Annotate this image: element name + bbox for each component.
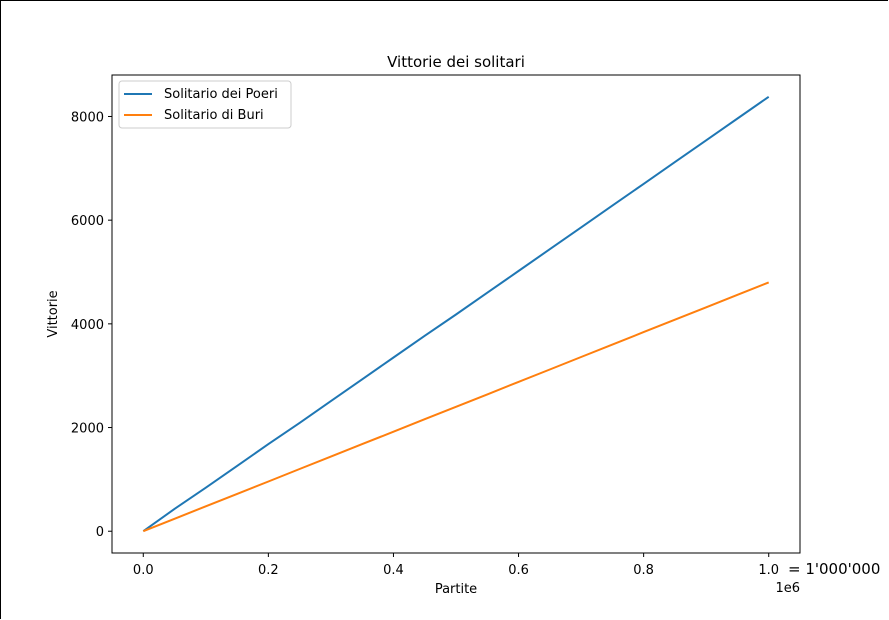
x-tick-label: 0.6 — [508, 563, 529, 578]
legend-label-poeri: Solitario dei Poeri — [164, 87, 278, 102]
y-tick-label: 4000 — [71, 318, 104, 333]
legend-box — [118, 80, 292, 129]
x-tick-label: 1.0 — [758, 563, 779, 578]
y-tick-label: 6000 — [71, 214, 104, 229]
y-tick-label: 8000 — [71, 110, 104, 125]
x-tick-label: 0.2 — [258, 563, 279, 578]
x-tick-label: 0.8 — [633, 563, 654, 578]
x-tick-label: 0.0 — [133, 563, 154, 578]
x-axis-label: Partite — [435, 582, 477, 597]
series-line-poeri — [142, 95, 770, 533]
y-tick-label: 0 — [96, 525, 104, 540]
legend-label-buri: Solitario di Buri — [164, 108, 264, 123]
y-tick-label: 2000 — [71, 422, 104, 437]
x-tick-label: 0.4 — [383, 563, 404, 578]
legend: Solitario dei Poeri Solitario di Buri — [118, 80, 292, 129]
x-ticks: 0.0 0.2 0.4 0.6 0.8 1.0 — [133, 553, 779, 578]
series-layer — [142, 95, 770, 533]
series-line-buri — [142, 281, 770, 533]
chart-title: Vittorie dei solitari — [387, 53, 525, 71]
x-offset-text: 1e6 — [775, 581, 800, 596]
y-axis-label: Vittorie — [46, 290, 61, 337]
annotation-text: = 1'000'000 — [788, 560, 880, 578]
plot-area: 0.0 0.2 0.4 0.6 0.8 1.0 0 2000 4000 6000 8000 — [71, 74, 801, 578]
y-ticks: 0 2000 4000 6000 8000 — [71, 110, 112, 540]
